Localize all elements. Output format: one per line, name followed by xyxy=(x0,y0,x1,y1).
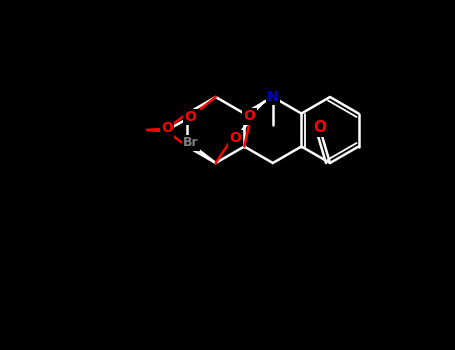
Text: O: O xyxy=(161,121,173,135)
Text: O: O xyxy=(230,131,242,145)
Text: O: O xyxy=(313,120,327,135)
Text: N: N xyxy=(267,90,278,104)
Text: O: O xyxy=(185,110,197,124)
Text: O: O xyxy=(161,125,173,139)
Text: O: O xyxy=(243,110,255,124)
Text: Br: Br xyxy=(183,136,198,149)
